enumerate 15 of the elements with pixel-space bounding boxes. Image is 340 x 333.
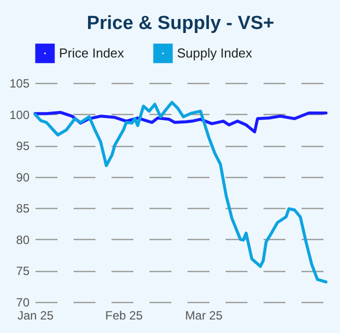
chart-title: Price & Supply - VS+: [86, 13, 274, 34]
x-tick-label: Mar 25: [185, 308, 223, 322]
y-tick-label: 85: [16, 202, 30, 216]
y-tick-label: 80: [16, 232, 30, 247]
y-tick-label: 75: [16, 264, 30, 278]
y-tick-label: 105: [9, 76, 30, 90]
y-tick-label: 70: [16, 296, 30, 310]
line-series: [34, 100, 328, 284]
y-tick-label: 95: [16, 139, 30, 154]
x-tick-label: Jan 25: [17, 308, 54, 322]
legend-label: Supply Index: [177, 45, 253, 60]
x-tick-label: Feb 25: [105, 308, 143, 322]
y-tick-label: 90: [16, 170, 30, 184]
y-tick-label: 100: [9, 108, 30, 122]
legend-label: Price Index: [59, 45, 125, 60]
